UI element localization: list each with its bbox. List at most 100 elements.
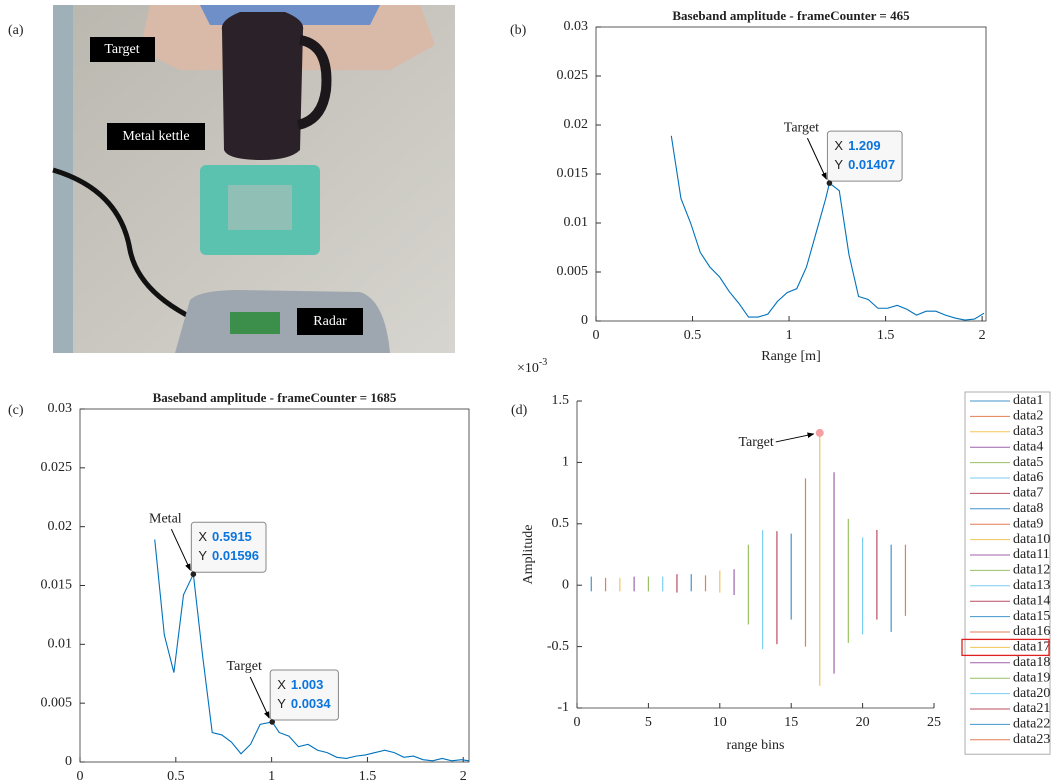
datatip-label: Target: [784, 120, 819, 135]
x-tick-label: 0: [574, 715, 581, 730]
radar-board: [230, 312, 280, 334]
datatip-value: 0.5915: [212, 530, 252, 545]
annotation-label: Target: [738, 435, 773, 450]
datatip-key: X: [277, 677, 286, 692]
x-tick-label: 25: [927, 715, 941, 730]
kettle-handle: [296, 35, 332, 130]
annotation: Target: [104, 42, 139, 57]
datatip-box: [190, 521, 267, 573]
x-axis-label: Range [m]: [761, 349, 820, 364]
y-tick-label: 0.005: [41, 695, 73, 710]
datatip-arrow: [806, 137, 827, 180]
y-tick-label: 0.01: [564, 215, 589, 230]
datatip-value: 1.003: [291, 677, 324, 692]
x-tick-label: 1: [786, 328, 793, 343]
y-tick-label: 0: [581, 313, 588, 328]
kettle: [221, 12, 304, 160]
datatip-value: 0.0034: [291, 696, 332, 711]
datatip-box: [269, 669, 339, 721]
datatip-row: Y 0.0034: [277, 696, 331, 711]
y-multiplier-exponent: -3: [539, 357, 547, 368]
panel-label: (c): [8, 403, 24, 418]
x-tick-label: 1.5: [359, 769, 377, 783]
panel-label: (d): [511, 403, 528, 418]
y-tick-label: 0.015: [557, 166, 589, 181]
legend-label: data15: [1013, 609, 1050, 624]
x-tick-label: 2: [460, 769, 467, 783]
datatip-key: Y: [198, 549, 207, 564]
datatip-box: [826, 130, 903, 182]
legend-label: data16: [1013, 624, 1050, 639]
datatip-point: [269, 719, 276, 725]
legend-label: data10: [1013, 532, 1050, 547]
chart-title: Baseband amplitude - frameCounter = 1685: [153, 390, 397, 405]
y-tick-label: 0.02: [564, 117, 589, 132]
datatip-arrow: [249, 676, 270, 719]
y-tick-label: 0: [65, 754, 72, 769]
annotation: Metal kettle: [122, 129, 189, 144]
legend-label: data4: [1013, 439, 1043, 454]
legend-label: data7: [1013, 486, 1043, 501]
datatip-point: [190, 571, 197, 578]
x-tick-label: 20: [856, 715, 870, 730]
datatip: X 1.003 Y 0.0034: [269, 669, 339, 721]
y-tick-label: 0.02: [48, 519, 73, 534]
panel-label: (a): [8, 23, 24, 38]
datatip-row: Y 0.01407: [834, 158, 895, 173]
legend-label: data5: [1013, 455, 1043, 470]
y-multiplier-base: ×10: [517, 361, 539, 376]
datatip-point: [826, 180, 833, 186]
y-tick-label: 0.5: [552, 516, 570, 531]
legend-label: data14: [1013, 593, 1050, 608]
datatip-key: Y: [277, 696, 286, 711]
annotation-point: [815, 428, 824, 437]
x-tick-label: 1.5: [877, 328, 895, 343]
legend-label: data1: [1013, 393, 1043, 408]
y-tick-label: 1.5: [552, 393, 570, 408]
datatip-key: X: [198, 530, 207, 545]
axes-box: [595, 26, 987, 322]
x-tick-label: 0.5: [684, 328, 702, 343]
legend-label: data19: [1013, 670, 1050, 685]
datatip-key: X: [834, 139, 843, 154]
legend-label: data20: [1013, 686, 1050, 701]
y-tick-label: 1: [562, 455, 569, 470]
annotation-box: [297, 308, 363, 335]
x-tick-label: 0.5: [167, 769, 185, 783]
annotation-box: [90, 37, 155, 62]
datatip-row: X 0.5915: [198, 530, 251, 545]
legend-label: data13: [1013, 578, 1050, 593]
y-tick-label: 0.015: [41, 578, 73, 593]
datatip-row: Y 0.01596: [198, 549, 259, 564]
legend-label: data21: [1013, 701, 1050, 716]
y-axis-label: Amplitude: [521, 525, 536, 585]
legend-label: data23: [1013, 732, 1050, 747]
datatip-arrow: [170, 528, 191, 571]
y-tick-label: 0.03: [564, 19, 589, 34]
x-tick-label: 10: [713, 715, 727, 730]
stool-hole: [228, 185, 292, 230]
legend-label: data12: [1013, 563, 1050, 578]
photo: (a) Target Metal kettle Radar: [8, 5, 455, 353]
x-tick-label: 0: [593, 328, 600, 343]
y-tick-label: 0.03: [48, 401, 73, 416]
datatip-value: 0.01407: [848, 158, 895, 173]
radar-platform: [175, 290, 390, 353]
y-multiplier: ×10-3: [517, 357, 547, 376]
legend-label: data8: [1013, 501, 1043, 516]
y-tick-label: 0.01: [48, 637, 73, 652]
legend-highlight: [961, 638, 1050, 657]
datatip-value: 1.209: [848, 139, 881, 154]
wall: [53, 5, 73, 353]
annotation: Radar: [313, 314, 347, 329]
y-tick-label: -0.5: [547, 639, 569, 654]
annotation-arrow: [775, 432, 815, 443]
panel-label: (b): [510, 23, 527, 38]
x-axis-label: range bins: [727, 738, 785, 753]
datatip: X 0.5915 Y 0.01596: [190, 521, 267, 573]
legend-label: data22: [1013, 717, 1050, 732]
chart-title: Baseband amplitude - frameCounter = 465: [672, 8, 910, 23]
x-tick-label: 1: [268, 769, 275, 783]
legend-label: data9: [1013, 516, 1043, 531]
